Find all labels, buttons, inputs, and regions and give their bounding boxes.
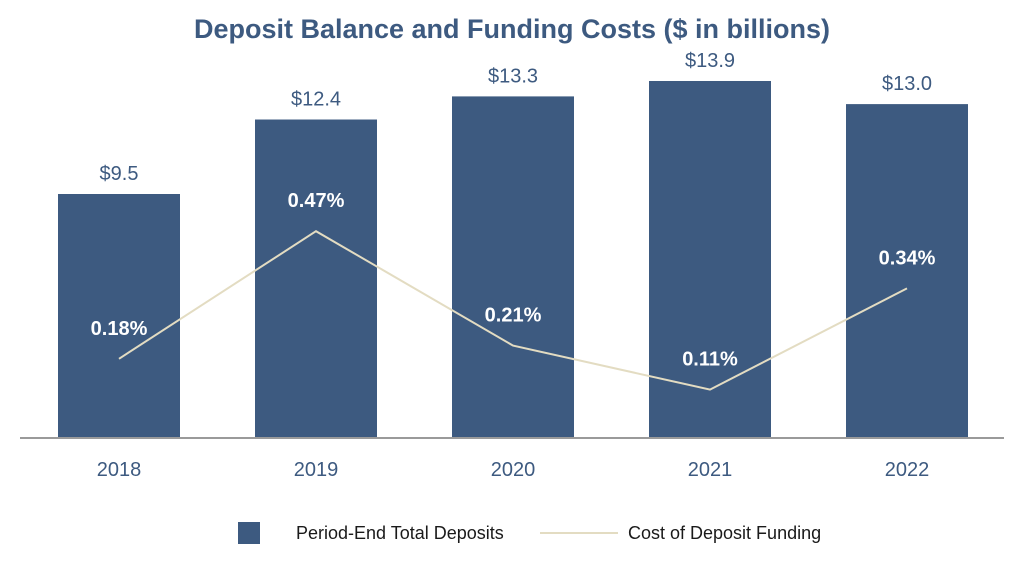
legend-label-deposits: Period-End Total Deposits [296,522,504,543]
line-label-2018: 0.18% [91,318,148,340]
bar-2021 [649,80,771,438]
bar-label-2018: $9.5 [100,163,139,185]
bar-2019 [255,119,377,438]
bar-2020 [452,96,574,439]
x-tick-label-2018: 2018 [97,459,142,481]
x-tick-label-2020: 2020 [491,459,536,481]
bar-label-2019: $12.4 [291,89,341,111]
x-tick-label-2019: 2019 [294,459,339,481]
line-label-2020: 0.21% [485,305,542,327]
legend-swatch-deposits [238,522,260,544]
bar-2018 [58,194,180,438]
x-tick-label-2021: 2021 [688,459,733,481]
line-label-2021: 0.11% [682,349,738,371]
legend-item-deposits: Period-End Total Deposits [238,518,504,548]
chart-title: Deposit Balance and Funding Costs ($ in … [193,14,831,44]
bar-2022 [846,104,968,439]
bar-label-2020: $13.3 [488,65,538,87]
legend-line-cost [540,532,618,534]
legend-item-cost: Cost of Deposit Funding [540,518,821,548]
legend: Period-End Total Deposits Cost of Deposi… [0,518,1024,548]
legend-label-cost: Cost of Deposit Funding [628,522,822,543]
line-label-2022: 0.34% [879,247,936,269]
bar-label-2022: $13.0 [882,73,932,95]
line-label-2019: 0.47% [288,190,345,212]
bar-label-2021: $13.9 [685,50,735,72]
x-tick-label-2022: 2022 [885,459,930,481]
